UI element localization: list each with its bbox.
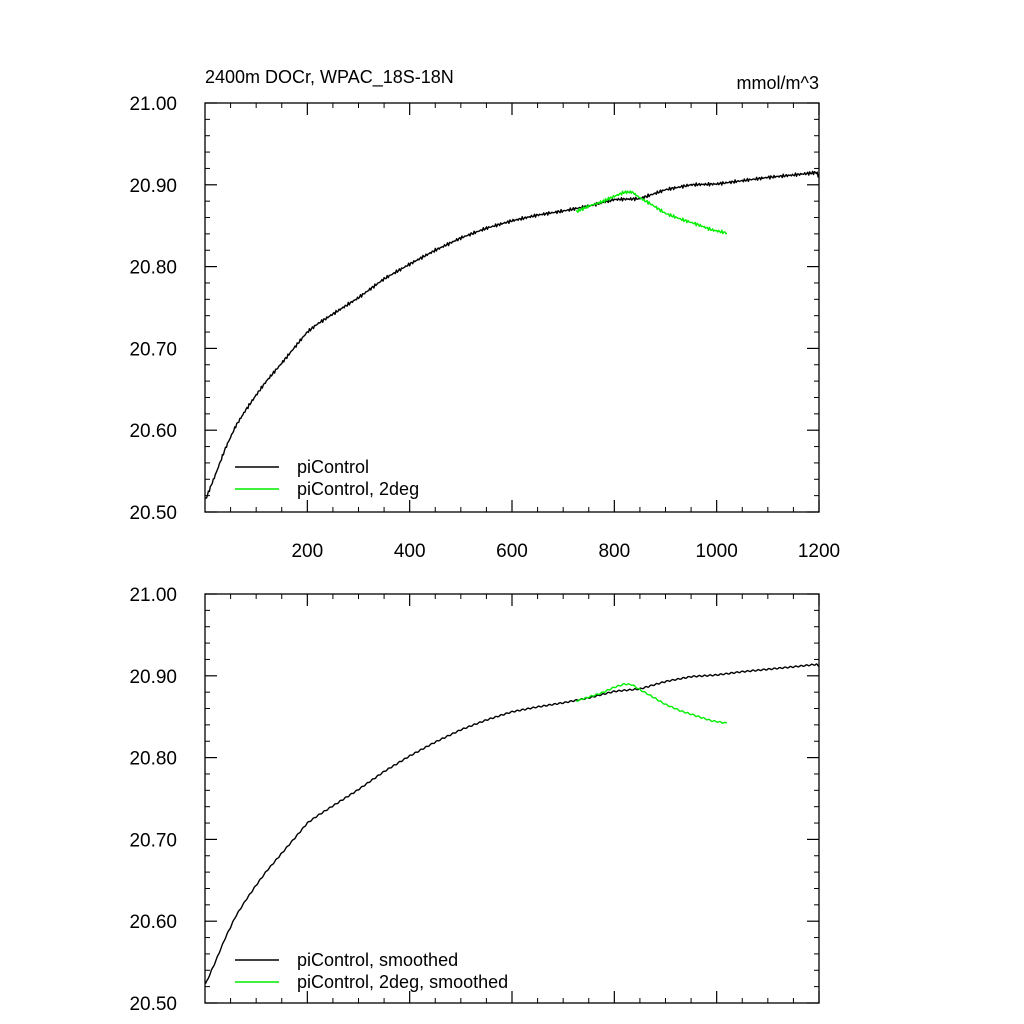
top-panel: 2400m DOCr, WPAC_18S-18N mmol/m^3 200 400 60…: [129, 67, 840, 562]
y-tick-label: 21.00: [129, 585, 177, 606]
y-tick-label: 20.90: [129, 176, 177, 197]
legend-label: piControl, 2deg, smoothed: [297, 972, 508, 992]
y-tick-label: 21.00: [129, 94, 177, 115]
y-tick-label: 20.70: [129, 339, 177, 360]
plot-frame: [204, 593, 820, 1004]
chart-title: 2400m DOCr, WPAC_18S-18N: [205, 67, 454, 88]
series-line-picontrol: [205, 170, 820, 499]
x-tick-label: 800: [598, 541, 630, 562]
series-line-picontrol-2deg: [575, 683, 728, 724]
legend-label: piControl: [297, 457, 369, 477]
y-tick-label: 20.60: [129, 421, 177, 442]
legend-label: piControl, 2deg: [297, 479, 419, 499]
y-tick-label: 20.80: [129, 258, 177, 279]
units-label: mmol/m^3: [737, 73, 819, 93]
plot-frame: [204, 102, 820, 513]
y-tick-label: 20.50: [129, 503, 177, 524]
y-tick-label: 20.70: [129, 830, 177, 851]
y-tick-label: 20.60: [129, 912, 177, 933]
bottom-panel: 20.50 20.60 20.70 20.80 20.90 21.00 piControl,…: [129, 585, 820, 1015]
y-tick-label: 20.90: [129, 667, 177, 688]
legend-label: piControl, smoothed: [297, 950, 458, 970]
x-tick-label: 1200: [798, 541, 840, 562]
y-tick-label: 20.80: [129, 749, 177, 770]
series-line-picontrol-2deg: [575, 190, 728, 235]
x-tick-label: 600: [496, 541, 528, 562]
x-tick-label: 200: [291, 541, 323, 562]
x-tick-label: 400: [394, 541, 426, 562]
x-tick-label: 1000: [696, 541, 738, 562]
y-tick-label: 20.50: [129, 994, 177, 1015]
series-line-picontrol: [204, 663, 820, 985]
